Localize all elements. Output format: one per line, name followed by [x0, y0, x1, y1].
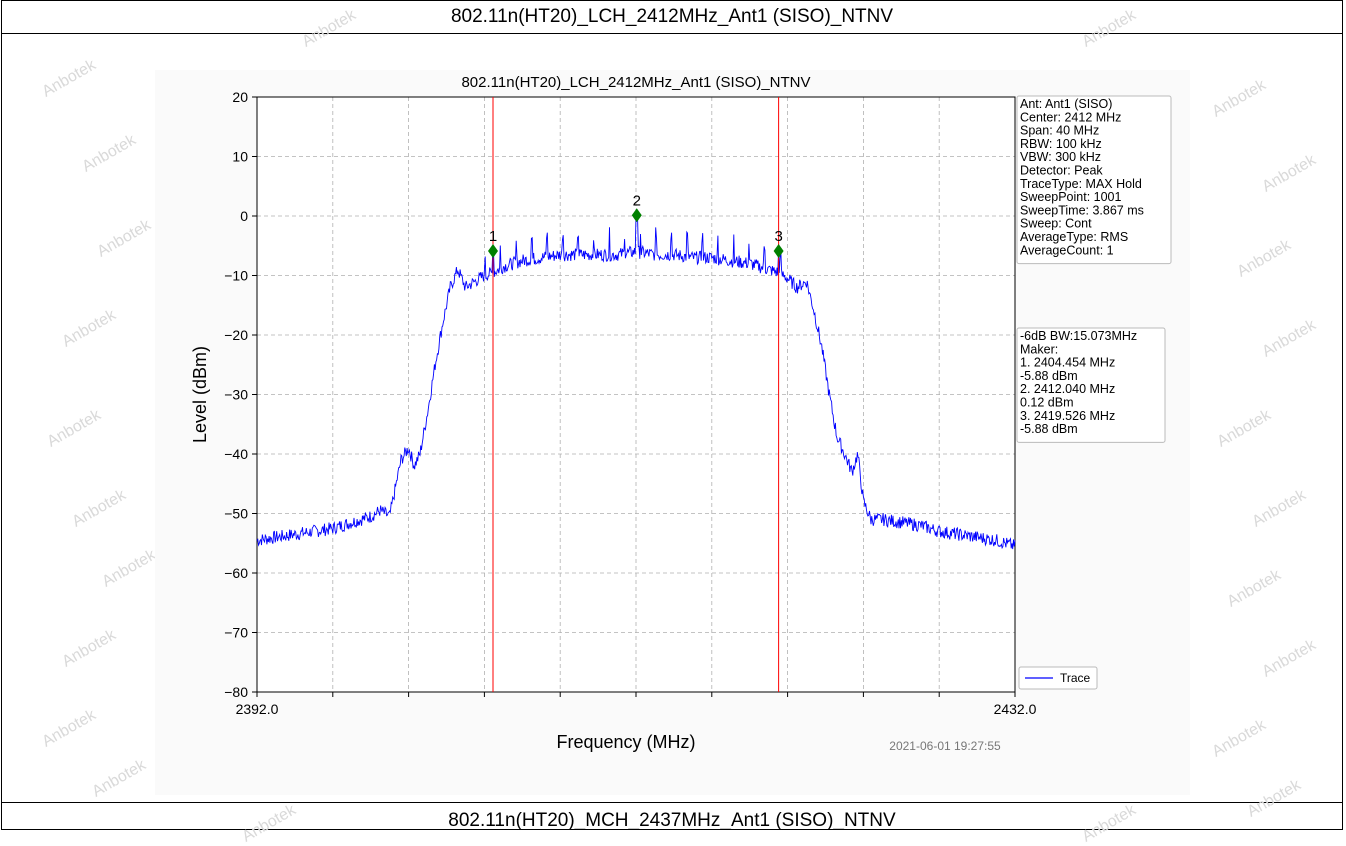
y-tick-label: 20 [232, 89, 248, 105]
y-tick-label: −10 [224, 268, 248, 284]
marker-label: 3 [774, 228, 782, 245]
bottom-heading: 802.11n(HT20)_MCH_2437MHz_Ant1 (SISO)_NT… [1, 802, 1343, 832]
result-box-line: -5.88 dBm [1020, 422, 1078, 436]
marker-diamond [773, 243, 784, 258]
marker-label: 1 [489, 228, 497, 245]
result-box-line: 0.12 dBm [1020, 396, 1074, 410]
x-tick-label: 2392.0 [236, 701, 279, 717]
legend-label: Trace [1060, 671, 1091, 685]
chart-title: 802.11n(HT20)_LCH_2412MHz_Ant1 (SISO)_NT… [461, 74, 810, 91]
result-box-line: -6dB BW:15.073MHz [1020, 329, 1137, 343]
result-box-line: -5.88 dBm [1020, 369, 1078, 383]
page-frame [1, 0, 1343, 830]
info-box-line: VBW: 300 kHz [1020, 150, 1101, 164]
y-tick-label: −20 [224, 327, 248, 343]
y-tick-label: −50 [224, 506, 248, 522]
info-box-line: Span: 40 MHz [1020, 124, 1099, 138]
marker-diamond [488, 243, 499, 258]
info-box-line: TraceType: MAX Hold [1020, 177, 1142, 191]
info-box-line: AverageCount: 1 [1020, 243, 1114, 257]
y-axis-label: Level (dBm) [190, 346, 210, 443]
timestamp: 2021-06-01 19:27:55 [889, 739, 1001, 753]
info-box-line: Sweep: Cont [1020, 217, 1092, 231]
info-box-line: Ant: Ant1 (SISO) [1020, 97, 1112, 111]
result-box-line: 2. 2412.040 MHz [1020, 382, 1115, 396]
y-tick-label: −30 [224, 387, 248, 403]
info-box-line: SweepPoint: 1001 [1020, 190, 1122, 204]
result-box-line: 3. 2419.526 MHz [1020, 409, 1115, 423]
x-tick-label: 2432.0 [994, 701, 1037, 717]
top-heading: 802.11n(HT20)_LCH_2412MHz_Ant1 (SISO)_NT… [1, 0, 1343, 34]
result-box-frame [1016, 327, 1166, 443]
marker-diamond [631, 208, 642, 223]
legend-frame [1018, 666, 1098, 690]
y-tick-label: −80 [224, 684, 248, 700]
y-tick-label: 10 [232, 149, 248, 165]
marker-label: 2 [633, 192, 641, 209]
result-box-line: Maker: [1020, 342, 1058, 356]
info-box-frame [1016, 95, 1172, 265]
y-tick-label: −40 [224, 446, 248, 462]
info-box-line: Detector: Peak [1020, 164, 1103, 178]
info-box-line: RBW: 100 kHz [1020, 137, 1102, 151]
info-box-line: AverageType: RMS [1020, 230, 1128, 244]
info-box-line: SweepTime: 3.867 ms [1020, 203, 1144, 217]
y-tick-label: 0 [240, 208, 248, 224]
info-box-line: Center: 2412 MHz [1020, 110, 1121, 124]
x-axis-label: Frequency (MHz) [556, 732, 695, 752]
y-tick-label: −60 [224, 565, 248, 581]
y-tick-label: −70 [224, 625, 248, 641]
result-box-line: 1. 2404.454 MHz [1020, 356, 1115, 370]
